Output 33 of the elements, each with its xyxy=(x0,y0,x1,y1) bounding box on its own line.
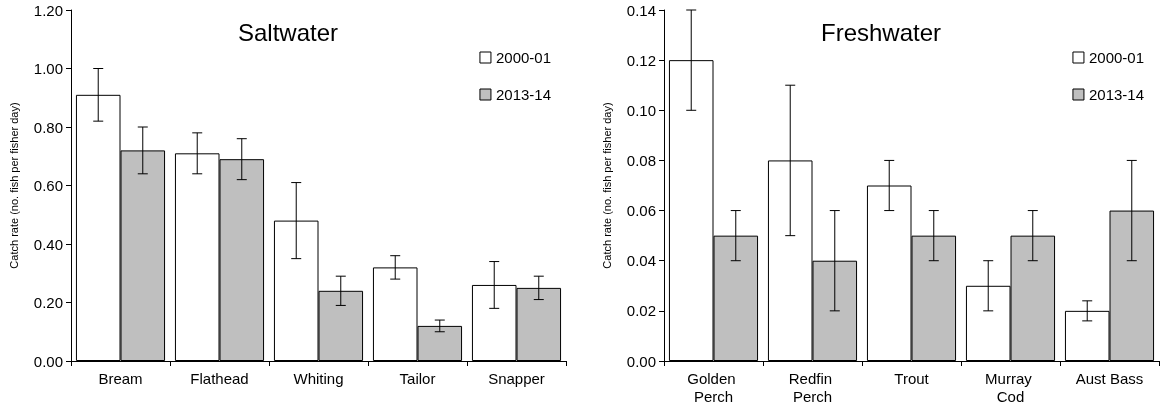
y-tick-label: 1.00 xyxy=(33,60,63,77)
x-tick-label: Whiting xyxy=(293,369,344,387)
x-tick-label: Tailor xyxy=(399,369,436,387)
x-tick-label: Trout xyxy=(894,369,930,387)
y-tick-label: 0.08 xyxy=(626,151,656,169)
x-tick-label: Flathead xyxy=(190,369,249,387)
x-tick-label: Golden Perch xyxy=(687,369,740,405)
legend-label: 2013-14 xyxy=(495,86,552,103)
y-tick-label: 0.80 xyxy=(33,118,63,136)
y-tick-label: 0.10 xyxy=(626,101,656,119)
y-tick-label: 0.04 xyxy=(626,252,656,270)
x-tick-label: Bream xyxy=(98,369,143,387)
legend-label: 2000-01 xyxy=(1088,49,1145,66)
y-tick-label: 0.00 xyxy=(626,352,656,370)
chart-title: Saltwater xyxy=(237,18,339,46)
x-tick-label: Redfin Perch xyxy=(788,369,837,405)
y-tick-label: 0.20 xyxy=(33,294,63,311)
y-tick-label: 0.40 xyxy=(33,235,63,253)
legend-label: 2013-14 xyxy=(1088,86,1145,103)
legend-label: 2000-01 xyxy=(495,49,552,66)
x-tick-label: Snapper xyxy=(488,369,545,387)
y-tick-label: 0.00 xyxy=(33,352,63,370)
y-tick-label: 0.02 xyxy=(626,302,656,320)
y-axis-title: Catch rate (no. fish per fisher day) xyxy=(600,102,613,269)
y-tick-label: 0.06 xyxy=(626,202,656,220)
y-tick-label: 0.12 xyxy=(626,51,656,69)
y-tick-label: 0.60 xyxy=(33,177,63,194)
y-axis-title: Catch rate (no. fish per fisher day) xyxy=(7,102,20,269)
y-tick-label: 0.14 xyxy=(626,1,656,19)
chart-title: Freshwater xyxy=(820,18,942,46)
x-tick-label: Murray Cod xyxy=(985,369,1036,405)
y-tick-label: 1.20 xyxy=(33,1,63,19)
x-tick-label: Aust Bass xyxy=(1075,369,1144,387)
